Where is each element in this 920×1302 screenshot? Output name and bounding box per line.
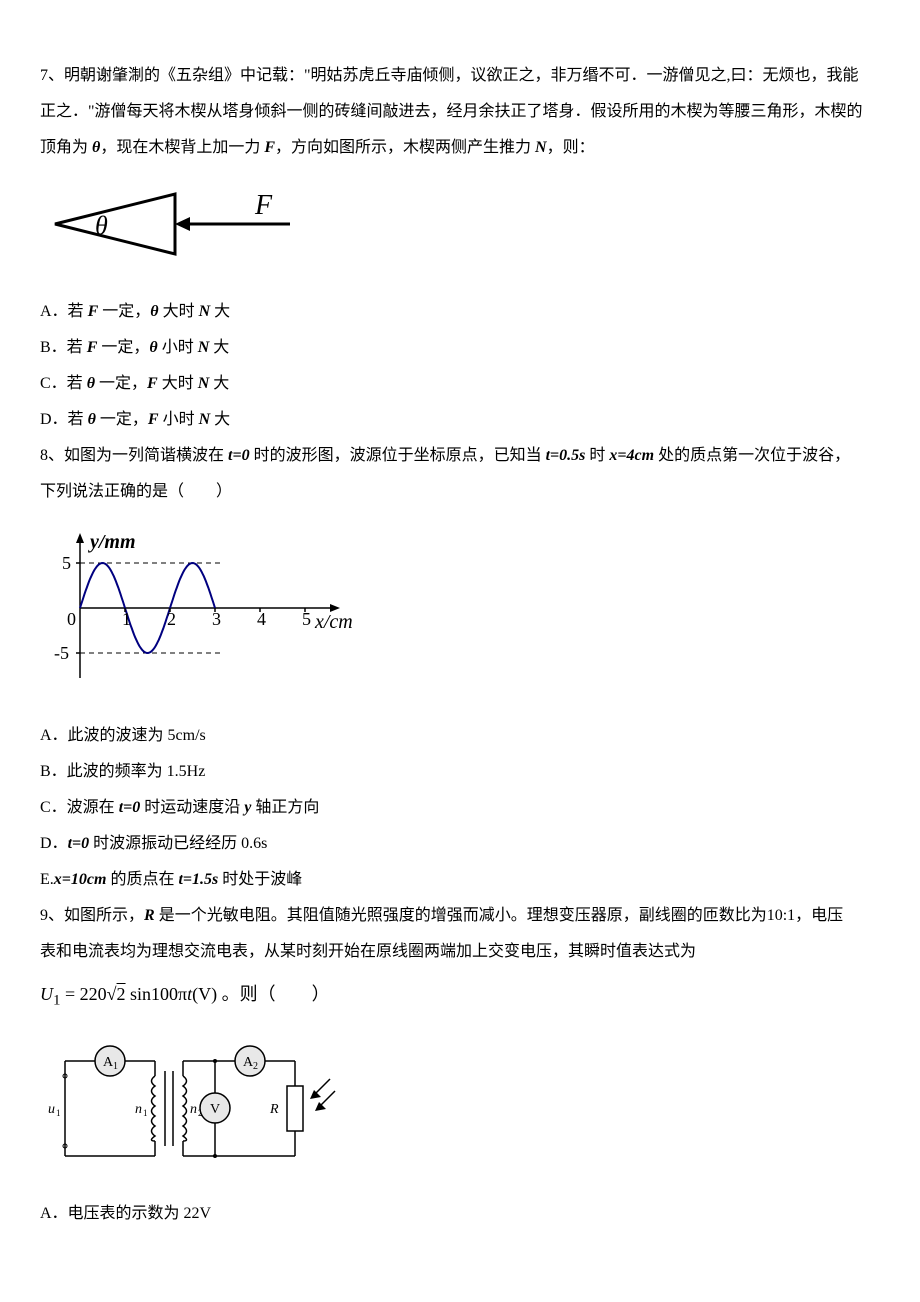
q7-option-d: D．若 θ 一定，F 小时 N 大	[40, 404, 880, 436]
q7-F: F	[264, 139, 275, 156]
svg-text:R: R	[269, 1102, 279, 1117]
x-tick-2: 2	[167, 609, 176, 629]
q7-line2: 正之．"游僧每天将木楔从塔身倾斜一侧的砖缝间敲进去，经月余扶正了塔身．假设所用的…	[40, 103, 863, 120]
q8-option-d: D．t=0 时波源振动已经经历 0.6s	[40, 828, 880, 860]
q9-text: 9、如图所示，R 是一个光敏电阻。其阻值随光照强度的增强而减小。理想变压器原，副…	[40, 900, 880, 932]
q8-number: 8、	[40, 447, 64, 464]
q9-formula: U1 = 220√2 sin100πt(V) 。则（ ）	[40, 976, 880, 1016]
x-tick-4: 4	[257, 609, 266, 629]
q7-text2: 正之．"游僧每天将木楔从塔身倾斜一侧的砖缝间敲进去，经月余扶正了塔身．假设所用的…	[40, 96, 880, 128]
x-tick-1: 1	[122, 609, 131, 629]
svg-text:n: n	[135, 1102, 142, 1117]
q7-line3c: ，方向如图所示，木楔两侧产生推力	[275, 139, 535, 156]
q8-option-b: B．此波的频率为 1.5Hz	[40, 756, 880, 788]
svg-text:1: 1	[56, 1108, 61, 1118]
svg-text:u: u	[48, 1102, 55, 1117]
q7-option-a: A．若 F 一定，θ 大时 N 大	[40, 296, 880, 328]
wedge-theta-label: θ	[95, 211, 108, 240]
q7-wedge-figure: θ F	[40, 179, 880, 281]
q7-text: 7、明朝谢肇淛的《五杂组》中记载："明姑苏虎丘寺庙倾侧，议欲正之，非万缗不可．一…	[40, 60, 880, 92]
wedge-F-label: F	[254, 190, 273, 221]
q9-circuit-figure: A 1 n 1 n 2 u 1 A 2 V	[40, 1031, 880, 1183]
resistor-r	[287, 1086, 303, 1131]
q7-text3: 顶角为 θ，现在木楔背上加一力 F，方向如图所示，木楔两侧产生推力 N，则：	[40, 132, 880, 164]
q8-wave-figure: y/mm x/cm 5 -5 0 1 2 3 4 5	[40, 523, 880, 705]
y-label: y/mm	[88, 531, 136, 553]
q9-text2: 表和电流表均为理想交流电表，从某时刻开始在原线圈两端加上交变电压，其瞬时值表达式…	[40, 936, 880, 968]
q9-number: 9、	[40, 907, 64, 924]
wedge-svg: θ F	[40, 179, 300, 269]
force-arrow-head	[175, 217, 190, 231]
secondary-coil	[183, 1076, 187, 1141]
x-tick-5: 5	[302, 609, 311, 629]
q7-option-c: C．若 θ 一定，F 大时 N 大	[40, 368, 880, 400]
primary-coil	[152, 1076, 156, 1141]
q7-number: 7、	[40, 67, 64, 84]
q8-option-e: E.x=10cm 的质点在 t=1.5s 时处于波峰	[40, 864, 880, 896]
q9-option-a: A．电压表的示数为 22V	[40, 1198, 880, 1230]
q7-line1: 明朝谢肇淛的《五杂组》中记载："明姑苏虎丘寺庙倾侧，议欲正之，非万缗不可．一游僧…	[64, 67, 859, 84]
y-tick-neg5: -5	[54, 643, 69, 663]
svg-text:2: 2	[253, 1061, 258, 1072]
q7-line3a: 顶角为	[40, 139, 92, 156]
x-label: x/cm	[314, 611, 353, 633]
q8-text2: 下列说法正确的是（ ）	[40, 476, 880, 508]
y-tick-5: 5	[62, 553, 71, 573]
q7-line3b: ，现在木楔背上加一力	[100, 139, 264, 156]
q8-text: 8、如图为一列简谐横波在 t=0 时的波形图，波源位于坐标原点，已知当 t=0.…	[40, 440, 880, 472]
q7-line3d: ，则：	[547, 139, 595, 156]
x-tick-0: 0	[67, 609, 76, 629]
circuit-svg: A 1 n 1 n 2 u 1 A 2 V	[40, 1031, 340, 1171]
y-axis-arrow	[76, 533, 84, 543]
x-tick-3: 3	[212, 609, 221, 629]
svg-text:n: n	[190, 1102, 197, 1117]
svg-text:V: V	[210, 1102, 220, 1117]
q7-option-b: B．若 F 一定，θ 小时 N 大	[40, 332, 880, 364]
q8-option-c: C．波源在 t=0 时运动速度沿 y 轴正方向	[40, 792, 880, 824]
svg-text:1: 1	[143, 1108, 148, 1118]
q7-N: N	[535, 139, 547, 156]
wave-svg: y/mm x/cm 5 -5 0 1 2 3 4 5	[40, 523, 360, 693]
svg-text:1: 1	[113, 1061, 118, 1072]
q8-option-a: A．此波的波速为 5cm/s	[40, 720, 880, 752]
wedge-triangle	[55, 194, 175, 254]
